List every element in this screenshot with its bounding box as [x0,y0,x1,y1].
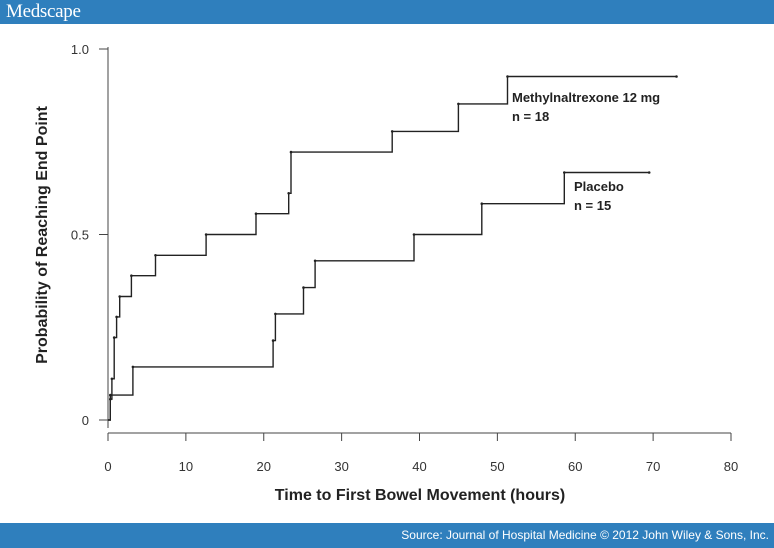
series-point-1 [302,286,305,289]
header-bar: Medscape [0,0,774,24]
series-point-1 [313,259,317,263]
series-point-0 [289,150,293,154]
series-point-0 [112,336,116,339]
series-point-1 [109,393,112,397]
x-tick-label: 80 [724,459,738,474]
series-point-1 [480,202,484,205]
y-tick-label: 1.0 [71,42,89,57]
x-tick-label: 20 [257,459,271,474]
x-tick-label: 10 [179,459,193,474]
x-axis-title: Time to First Bowel Movement (hours) [275,487,565,504]
chart-series [108,75,678,421]
series-line-1 [108,171,650,421]
series-point-0 [287,192,291,195]
series-point-0 [115,315,118,319]
source-credit: Source: Journal of Hospital Medicine © 2… [401,528,769,542]
series-point-1 [131,365,135,369]
medscape-logo: Medscape [6,1,81,22]
footer-bar: Source: Journal of Hospital Medicine © 2… [0,523,774,548]
series-point-0 [675,75,678,78]
series-name-label-0: Methylnaltrexone 12 mg [512,90,660,105]
series-name-label-1: Placebo [574,179,624,194]
series-point-1 [412,233,416,236]
y-tick-label: 0 [82,413,89,428]
x-tick-label: 30 [334,459,348,474]
chart-labels: Time to First Bowel Movement (hours) Prob… [34,90,660,504]
series-point-1 [647,171,651,174]
chart-axes: 0 10 20 30 40 50 60 70 80 0 0.5 1.0 [71,42,738,474]
x-tick-label: 70 [646,459,660,474]
series-line-0 [108,75,677,421]
series-point-0 [254,212,258,215]
x-tick-label: 0 [104,459,111,474]
series-point-0 [506,75,509,78]
y-tick-label: 0.5 [71,228,89,243]
series-point-1 [274,312,277,316]
series-point-0 [130,274,133,278]
x-tick-label: 60 [568,459,582,474]
y-axis-title: Probability of Reaching End Point [34,105,51,363]
series-point-1 [563,171,566,174]
series-n-label-0: n = 18 [512,109,549,124]
series-point-1 [271,339,275,342]
series-point-0 [204,233,208,236]
x-tick-label: 50 [490,459,504,474]
x-tick-label: 40 [412,459,426,474]
series-point-0 [154,254,157,257]
series-point-0 [110,377,114,381]
series-point-0 [118,295,121,298]
series-point-0 [457,102,460,106]
series-point-0 [390,130,394,133]
series-n-label-1: n = 15 [574,198,611,213]
